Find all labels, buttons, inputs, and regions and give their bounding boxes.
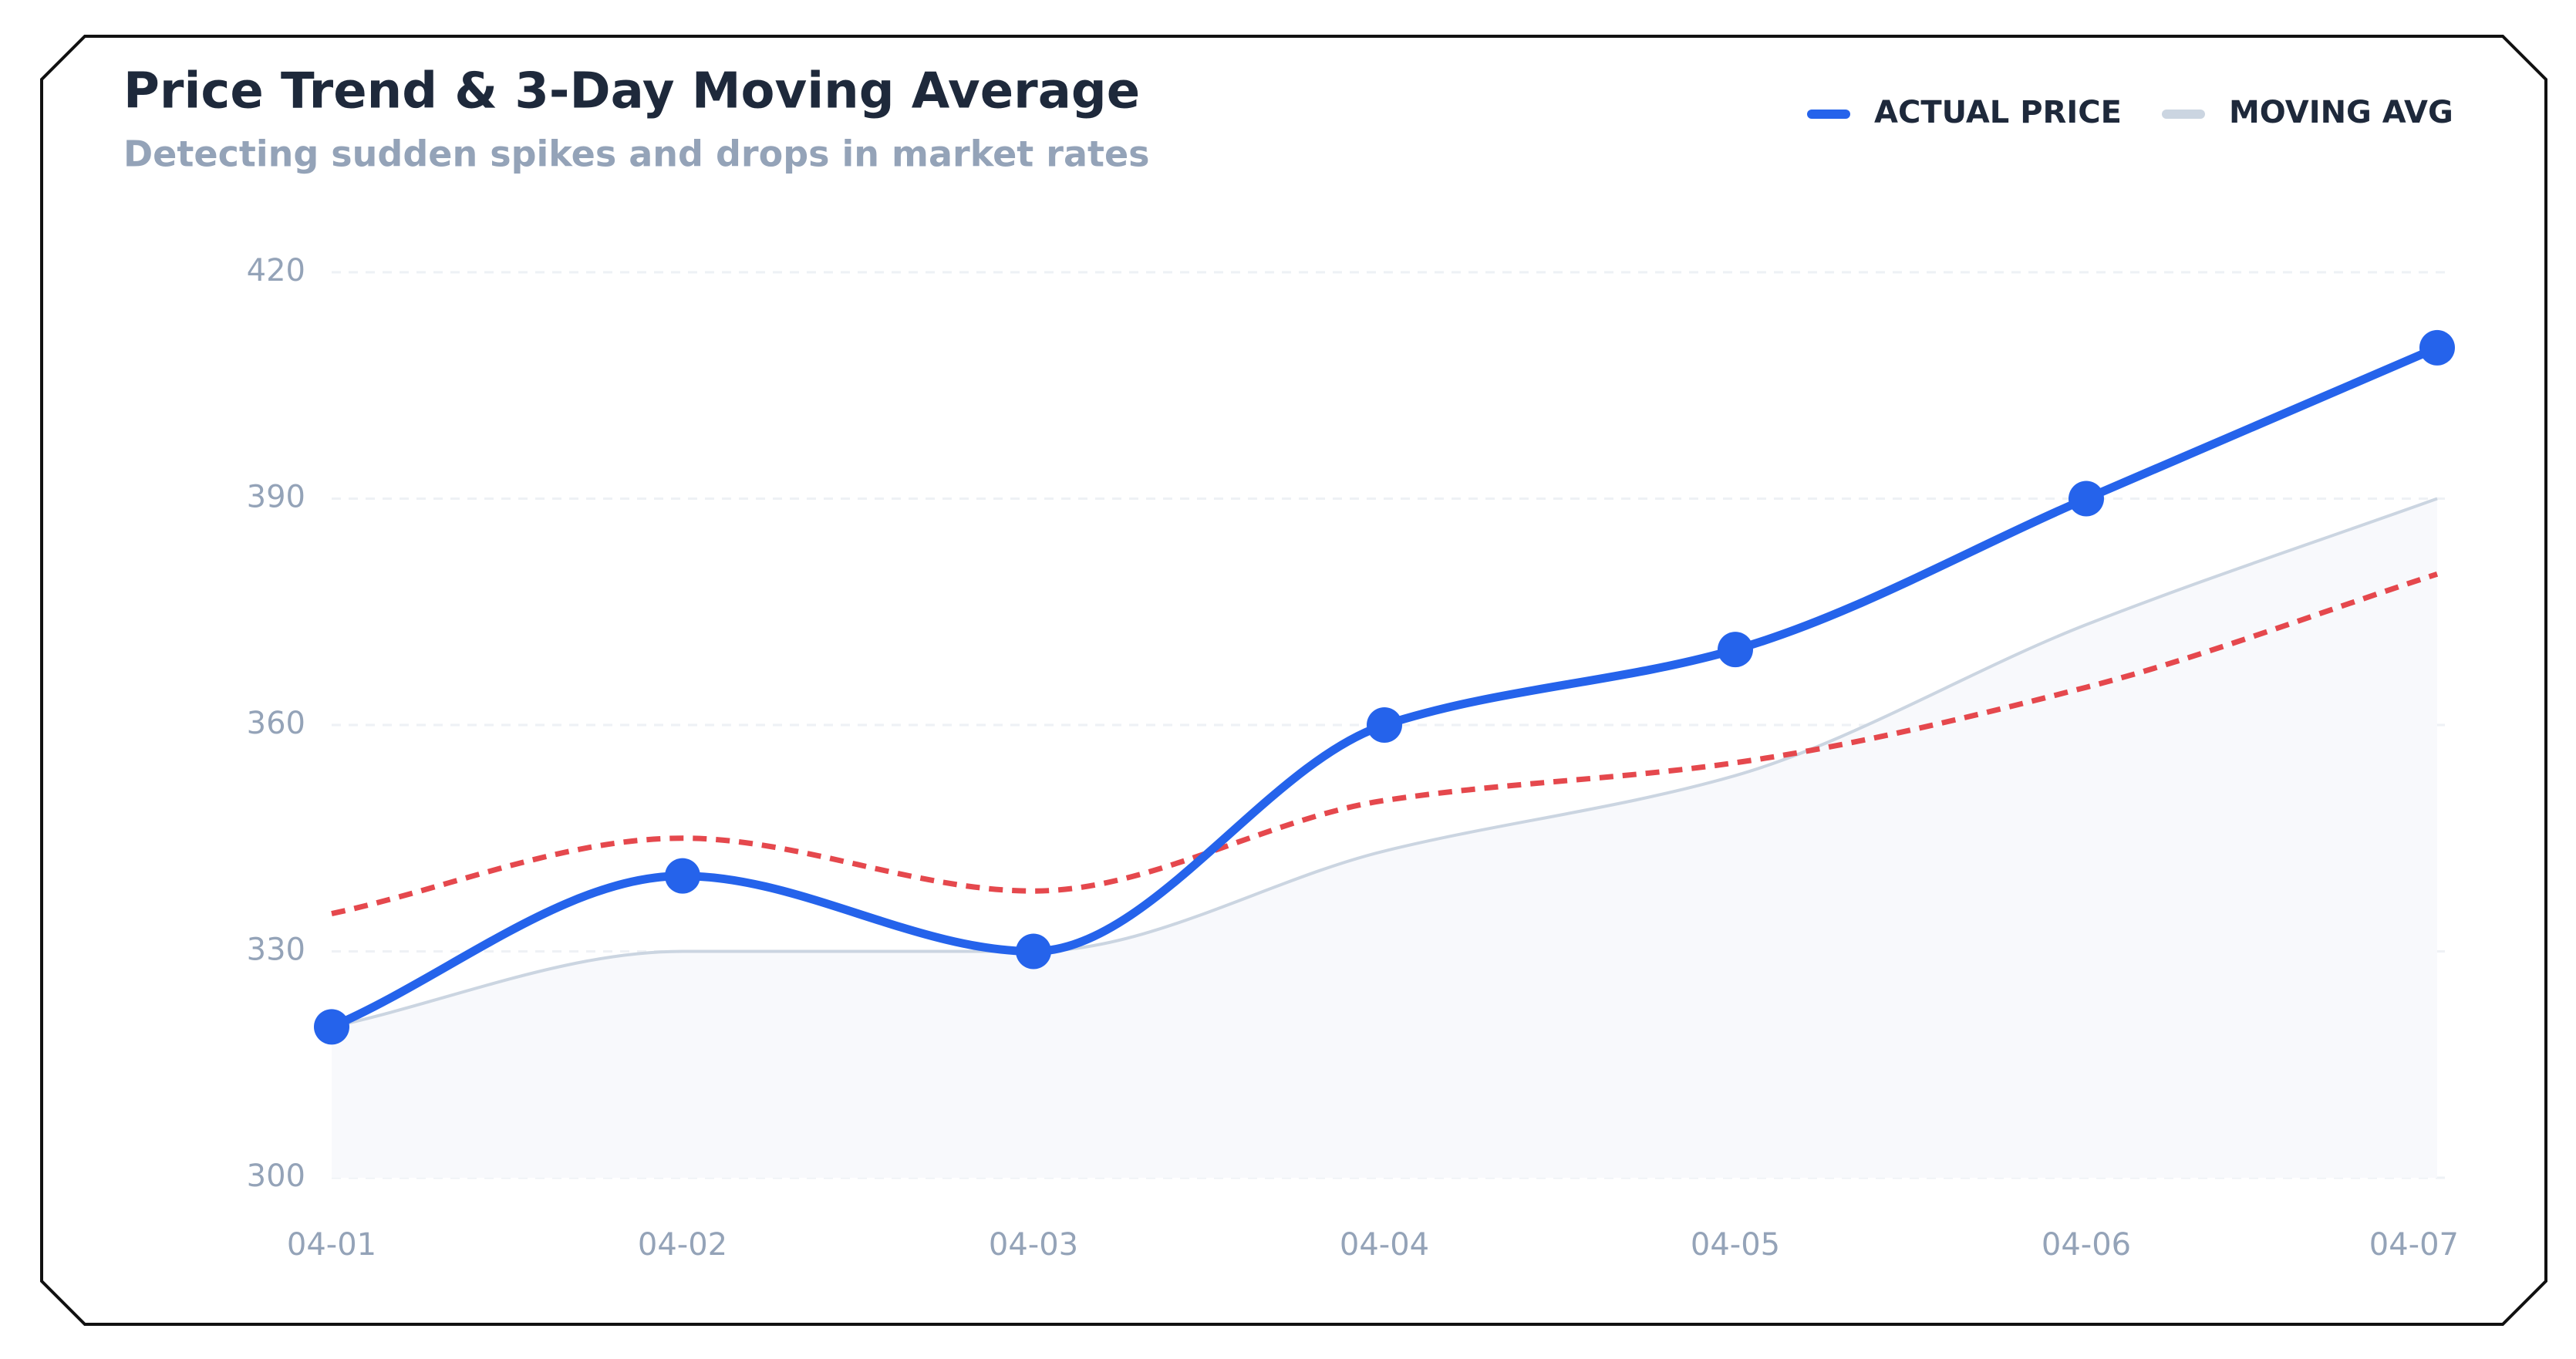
x-tick-label: 04-02 (638, 1227, 727, 1263)
y-tick-label: 300 (247, 1158, 305, 1194)
y-tick-label: 420 (247, 253, 305, 288)
point (665, 858, 700, 894)
y-tick-label: 330 (247, 932, 305, 968)
point (2069, 481, 2104, 517)
legend-label: ACTUAL PRICE (1874, 95, 2122, 130)
legend: ACTUAL PRICE MOVING AVG (1807, 95, 2453, 130)
area (332, 498, 2437, 1178)
x-tick-label: 04-05 (1691, 1227, 1780, 1263)
y-tick-label: 360 (247, 706, 305, 741)
x-tick-label: 04-07 (2369, 1227, 2459, 1263)
point (1367, 707, 1402, 743)
x-tick-label: 04-01 (287, 1227, 376, 1263)
point (1016, 933, 1051, 970)
legend-label: MOVING AVG (2229, 95, 2453, 130)
point (314, 1009, 349, 1045)
chart-title: Price Trend & 3-Day Moving Average (123, 63, 1140, 120)
point (1718, 632, 1753, 668)
chart-subtitle: Detecting sudden spikes and drops in mar… (123, 133, 1150, 175)
x-tick-label: 04-03 (989, 1227, 1078, 1263)
line (331, 497, 2438, 1029)
x-tick-label: 04-06 (2042, 1227, 2131, 1263)
line (331, 572, 2439, 917)
point (2419, 329, 2455, 366)
y-tick-label: 390 (247, 480, 305, 515)
x-tick-label: 04-04 (1340, 1227, 1429, 1263)
